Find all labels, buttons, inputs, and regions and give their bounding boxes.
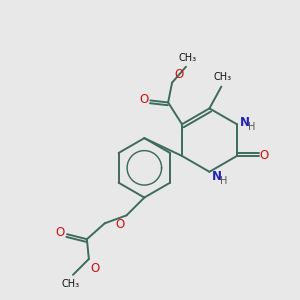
- Text: CH₃: CH₃: [179, 53, 197, 63]
- Text: H: H: [220, 176, 228, 186]
- Text: O: O: [115, 218, 124, 231]
- Text: O: O: [174, 68, 183, 81]
- Text: N: N: [240, 116, 250, 129]
- Text: O: O: [91, 262, 100, 275]
- Text: O: O: [139, 93, 148, 106]
- Text: H: H: [248, 122, 255, 132]
- Text: CH₃: CH₃: [62, 279, 80, 289]
- Text: CH₃: CH₃: [213, 72, 231, 82]
- Text: O: O: [56, 226, 65, 239]
- Text: N: N: [212, 170, 221, 183]
- Text: O: O: [260, 149, 269, 162]
